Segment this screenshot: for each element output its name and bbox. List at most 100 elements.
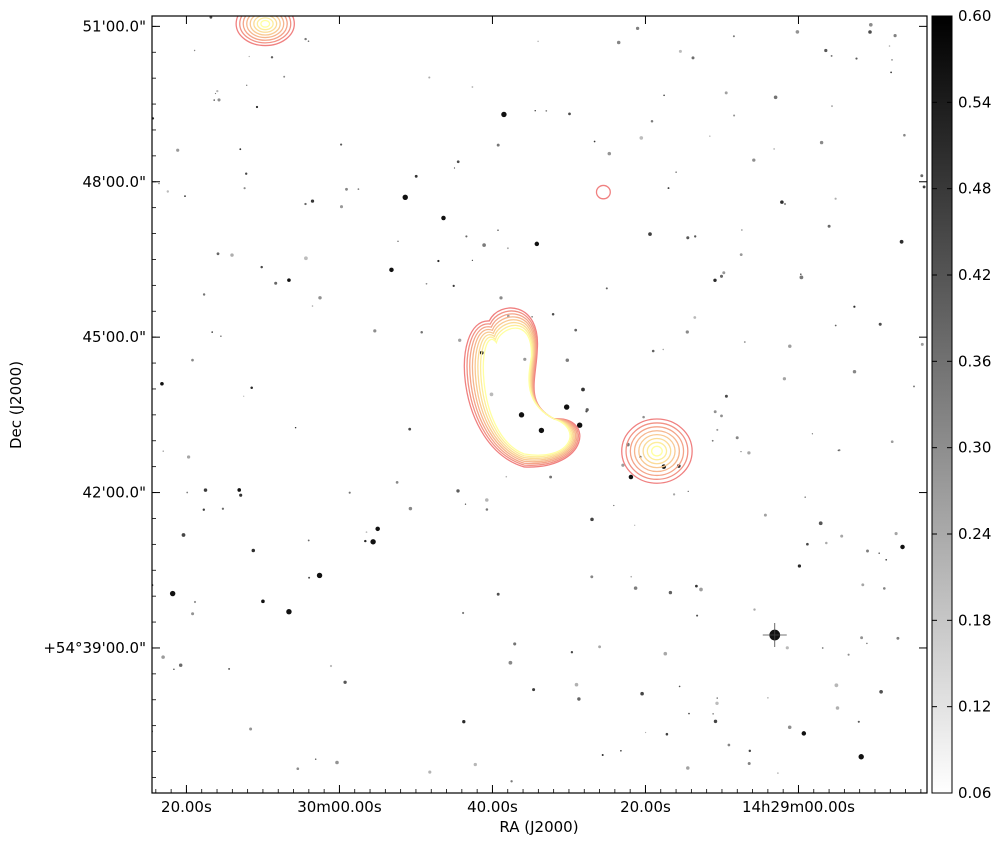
faint-source xyxy=(499,296,503,300)
faint-source xyxy=(696,614,699,617)
faint-source xyxy=(456,489,460,493)
optical-source xyxy=(858,754,864,760)
optical-source xyxy=(534,241,540,247)
faint-source xyxy=(505,475,508,478)
optical-source xyxy=(169,590,176,597)
faint-source xyxy=(788,344,792,348)
faint-source xyxy=(767,697,769,699)
faint-source xyxy=(270,56,274,59)
faint-source xyxy=(782,377,787,381)
faint-source xyxy=(437,259,440,263)
faint-source xyxy=(489,392,494,397)
faint-source xyxy=(740,450,742,453)
faint-source xyxy=(695,584,698,588)
contour-line xyxy=(260,19,271,28)
faint-source xyxy=(202,293,206,296)
colorbar-tick-label: 0.12 xyxy=(958,698,991,716)
faint-source xyxy=(866,549,869,553)
faint-source xyxy=(590,517,594,522)
faint-source xyxy=(855,57,858,60)
faint-source xyxy=(193,600,197,604)
faint-source xyxy=(663,94,665,97)
contour-line xyxy=(246,16,285,39)
faint-source xyxy=(899,239,904,244)
faint-source xyxy=(228,667,231,670)
faint-source xyxy=(753,608,756,611)
faint-source xyxy=(216,252,220,256)
faint-source xyxy=(840,534,844,538)
faint-source xyxy=(508,660,513,665)
faint-source xyxy=(598,645,602,649)
faint-source xyxy=(713,719,718,724)
faint-source xyxy=(214,92,217,95)
faint-source xyxy=(304,256,308,261)
faint-source xyxy=(203,488,208,492)
optical-source xyxy=(402,194,408,200)
faint-source xyxy=(720,414,723,418)
faint-source xyxy=(456,160,460,164)
optical-source xyxy=(389,267,394,273)
faint-source xyxy=(357,188,360,190)
contour-line xyxy=(471,316,577,463)
faint-source xyxy=(485,498,489,502)
optical-source xyxy=(900,544,905,550)
optical-source xyxy=(261,599,265,604)
faint-source xyxy=(178,663,183,667)
faint-source xyxy=(644,731,647,734)
faint-source xyxy=(246,84,248,86)
contour-line xyxy=(642,437,672,465)
colorbar-tick-label: 0.30 xyxy=(958,439,991,457)
optical-source xyxy=(501,111,507,118)
faint-source xyxy=(711,439,714,442)
contour-line xyxy=(249,16,281,36)
faint-source xyxy=(913,385,915,388)
optical-sources-layer xyxy=(160,111,905,760)
faint-source xyxy=(473,762,477,767)
faint-source xyxy=(251,548,256,553)
faint-source xyxy=(795,30,800,34)
contour-line xyxy=(629,426,685,477)
faint-source xyxy=(722,271,726,275)
faint-source xyxy=(819,140,824,145)
faint-source xyxy=(307,539,310,542)
faint-source xyxy=(821,647,824,649)
y-axis-label: Dec (J2000) xyxy=(7,361,25,449)
faint-source xyxy=(173,668,175,670)
faint-source xyxy=(866,642,868,645)
faint-source xyxy=(318,296,322,300)
faint-source xyxy=(184,195,186,197)
faint-source xyxy=(763,513,767,517)
faint-source xyxy=(605,287,608,290)
faint-source xyxy=(662,348,664,351)
colorbar-tick-label: 0.54 xyxy=(958,93,991,111)
x-axis-ticks: 20.00s 30m00.00s 40.00s 20.00s 14h29m00.00s xyxy=(155,16,922,816)
faint-source xyxy=(506,247,509,250)
faint-source xyxy=(329,664,333,668)
optical-source xyxy=(370,539,376,545)
faint-source xyxy=(248,55,250,58)
y-tick-label: 51'00.0" xyxy=(82,17,146,35)
faint-source xyxy=(663,651,668,656)
contour-line xyxy=(646,441,668,461)
colorbar-tick-label: 0.48 xyxy=(958,180,991,198)
faint-source xyxy=(220,335,222,337)
y-tick-label: 45'00.0" xyxy=(82,328,146,346)
x-tick-label: 20.00s xyxy=(161,798,212,816)
contour-line xyxy=(633,430,680,473)
faint-source xyxy=(260,265,263,269)
faint-source xyxy=(630,575,633,578)
faint-source xyxy=(213,99,215,101)
faint-source xyxy=(780,200,784,204)
faint-source xyxy=(834,197,837,200)
faint-source xyxy=(747,451,751,455)
optical-source xyxy=(287,278,291,282)
optical-source xyxy=(538,427,545,434)
faint-source xyxy=(549,475,553,479)
faint-source xyxy=(642,415,645,419)
optical-source xyxy=(375,526,380,532)
colorbar-tick-label: 0.24 xyxy=(958,525,991,543)
faint-source xyxy=(255,105,259,109)
faint-source xyxy=(735,436,739,440)
faint-source xyxy=(799,275,804,280)
